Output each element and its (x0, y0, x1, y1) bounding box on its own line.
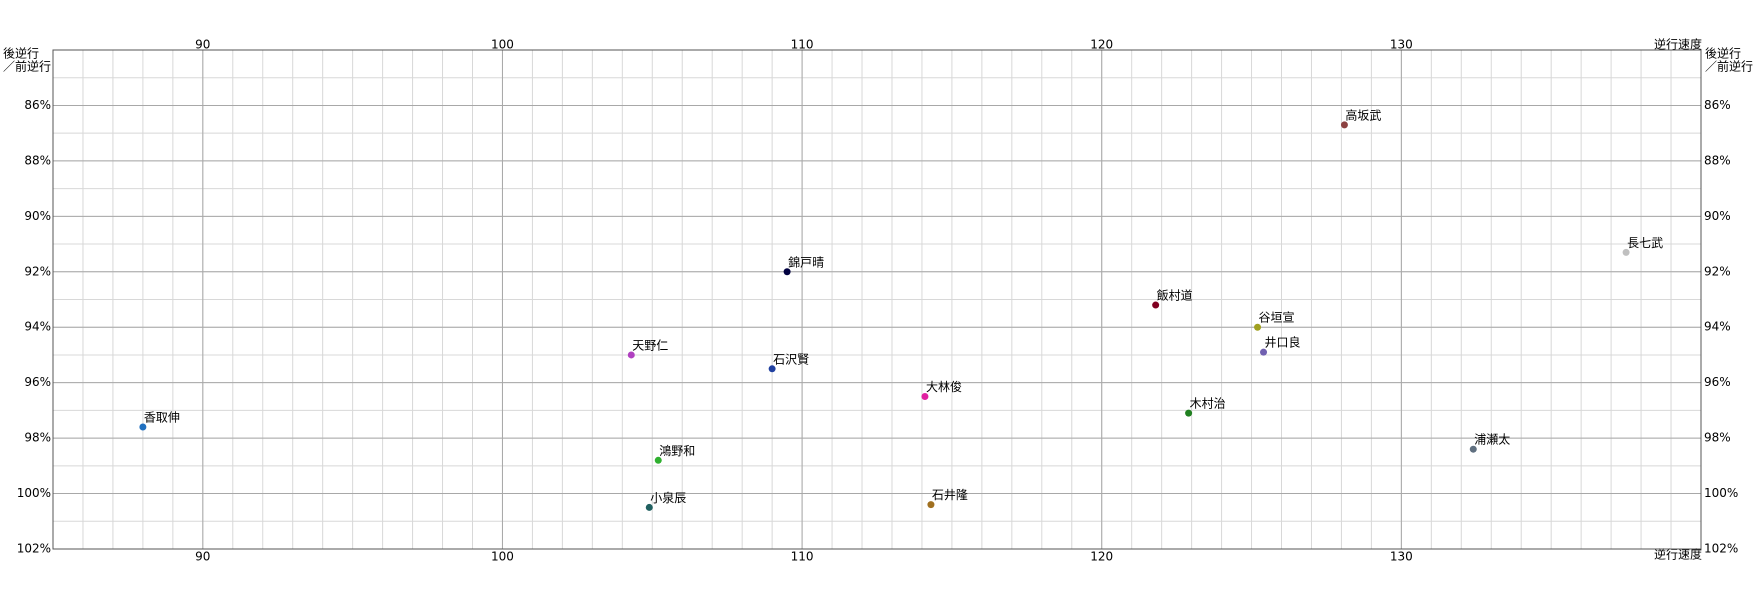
point-label: 香取伸 (144, 411, 180, 425)
y-tick-label: 96% (1704, 375, 1731, 389)
x-tick-label: 110 (791, 38, 814, 52)
point (783, 268, 791, 276)
point (1185, 409, 1193, 417)
point-label: 小泉辰 (650, 491, 686, 505)
point (768, 365, 776, 373)
point-label: 石沢賢 (773, 352, 809, 366)
y-tick-label: 92% (24, 264, 51, 278)
y-tick-label: 100% (17, 486, 51, 500)
point-label: 木村治 (1190, 397, 1226, 411)
point (1260, 348, 1268, 356)
y-tick-label: 96% (24, 375, 51, 389)
point (1622, 248, 1630, 256)
point (645, 503, 653, 511)
y-tick-label: 102% (1704, 542, 1738, 556)
point-label: 大林俊 (926, 379, 962, 394)
x-tick-label: 100 (491, 38, 514, 52)
x-tick-label: 90 (195, 38, 210, 52)
point (1469, 445, 1477, 453)
y-tick-label: 86% (24, 98, 51, 112)
point (1254, 323, 1262, 331)
y-axis-title: ／前逆行 (3, 59, 51, 74)
point (139, 423, 147, 431)
x-axis-title: 逆行速度 (1654, 547, 1702, 562)
point (927, 501, 935, 509)
x-tick-label: 110 (791, 550, 814, 564)
plot-frame (52, 49, 1702, 550)
x-axis-title: 逆行速度 (1654, 37, 1702, 52)
y-axis-title: 後逆行 (3, 46, 39, 61)
y-tick-label: 98% (24, 431, 51, 445)
y-tick-label: 100% (1704, 486, 1738, 500)
y-tick-label: 102% (17, 542, 51, 556)
x-tick-label: 100 (491, 550, 514, 564)
x-tick-label: 130 (1390, 38, 1413, 52)
point-label: 浦瀬太 (1474, 432, 1510, 447)
x-tick-label: 120 (1090, 550, 1113, 564)
point-label: 錦戸晴 (788, 254, 824, 269)
y-tick-label: 90% (24, 209, 51, 223)
x-tick-label: 90 (195, 550, 210, 564)
point (654, 456, 662, 464)
point (1340, 121, 1348, 129)
point-label: 鴻野和 (659, 444, 695, 458)
point-label: 天野仁 (632, 338, 668, 352)
point-label: 石井隆 (932, 487, 968, 502)
y-tick-label: 88% (24, 153, 51, 167)
point (1152, 301, 1160, 309)
x-tick-label: 120 (1090, 38, 1113, 52)
y-tick-label: 92% (1704, 264, 1731, 278)
y-tick-label: 86% (1704, 98, 1731, 112)
y-tick-label: 90% (1704, 209, 1731, 223)
point-label: 長七武 (1627, 236, 1663, 250)
point-label: 井口良 (1265, 335, 1301, 350)
y-tick-label: 98% (1704, 431, 1731, 445)
x-tick-label: 130 (1390, 550, 1413, 564)
point-label: 高坂武 (1345, 107, 1381, 122)
point-label: 飯村道 (1157, 288, 1193, 303)
point (921, 393, 929, 401)
y-tick-label: 88% (1704, 153, 1731, 167)
y-tick-label: 94% (24, 320, 51, 334)
y-axis-title: 後逆行 (1705, 46, 1741, 61)
y-axis-title: ／前逆行 (1705, 59, 1753, 74)
point-label: 谷垣宣 (1259, 310, 1295, 325)
point (627, 351, 635, 359)
y-tick-label: 94% (1704, 320, 1731, 334)
